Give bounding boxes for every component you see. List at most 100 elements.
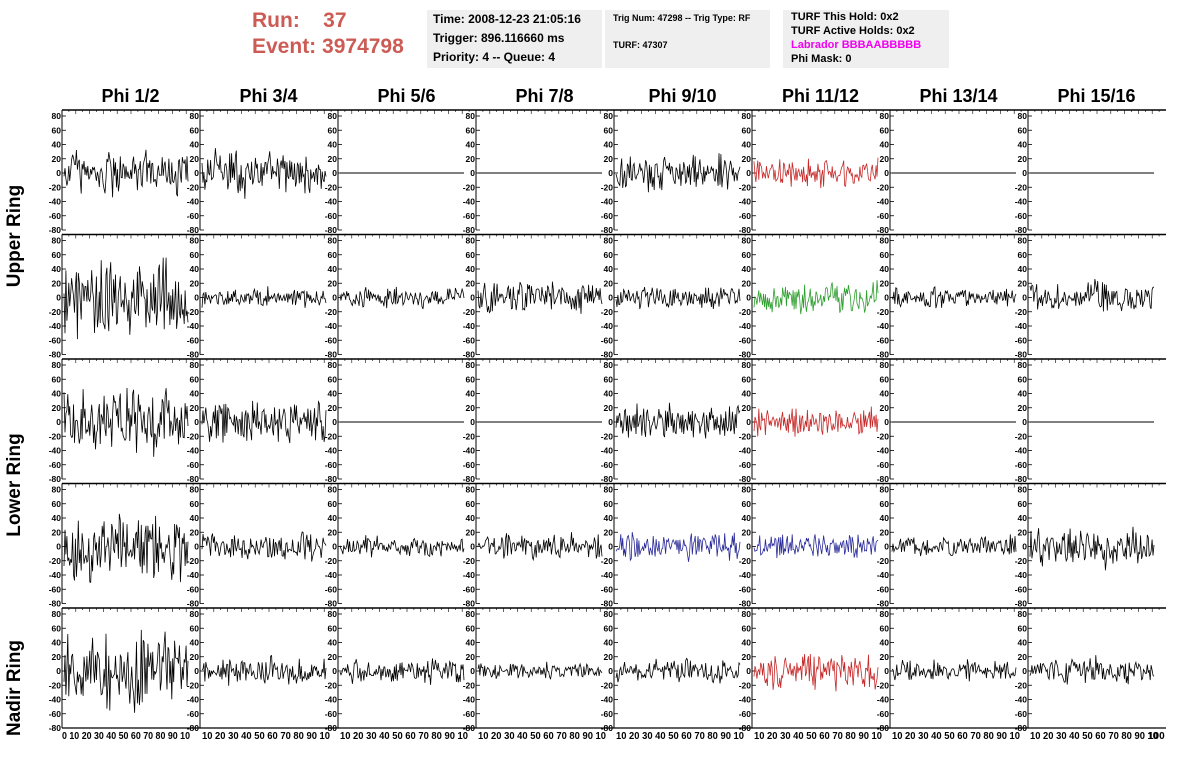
y-tick-label: 80 [880, 609, 890, 619]
y-tick-label: 20 [742, 154, 752, 164]
y-tick-label: 40 [190, 264, 200, 274]
y-tick-label: -40 [49, 570, 62, 580]
y-tick-label: -80 [601, 474, 614, 484]
y-tick-label: 40 [742, 264, 752, 274]
y-tick-label: 40 [880, 638, 890, 648]
y-tick-label: 20 [604, 652, 614, 662]
y-tick-label: -40 [463, 321, 476, 331]
y-tick-label: -20 [49, 307, 62, 317]
waveform-trace [339, 535, 465, 558]
waveform-trace [339, 286, 465, 310]
x-tick-labels: 10 20 30 40 50 60 70 80 90 10 [340, 731, 468, 742]
y-tick-label: -40 [325, 695, 338, 705]
y-tick-label: 60 [328, 623, 338, 633]
y-tick-label: -40 [49, 197, 62, 207]
y-tick-label: 0 [194, 293, 199, 303]
y-tick-label: -40 [877, 446, 890, 456]
y-tick-label: 20 [880, 527, 890, 537]
y-tick-label: 0 [884, 168, 889, 178]
y-tick-label: -60 [601, 335, 614, 345]
y-tick-label: -40 [325, 197, 338, 207]
y-tick-label: -80 [325, 599, 338, 609]
y-tick-label: 60 [1018, 623, 1028, 633]
waveform-trace [63, 513, 189, 584]
y-tick-label: 80 [742, 485, 752, 495]
y-tick-label: -40 [601, 321, 614, 331]
y-tick-label: -20 [325, 556, 338, 566]
y-tick-label: -60 [739, 709, 752, 719]
y-tick-label: 20 [742, 652, 752, 662]
y-tick-label: 20 [52, 278, 62, 288]
y-tick-label: 60 [604, 623, 614, 633]
y-tick-label: -40 [463, 570, 476, 580]
waveform-trace [615, 153, 741, 193]
y-tick-label: 40 [190, 389, 200, 399]
y-tick-label: 40 [880, 513, 890, 523]
turf-this-hold-text: TURF This Hold: 0x2 [791, 11, 899, 23]
waveform-trace [753, 280, 879, 315]
y-tick-label: -80 [601, 225, 614, 235]
y-tick-label: -20 [49, 556, 62, 566]
y-tick-label: -20 [877, 182, 890, 192]
y-tick-label: 60 [52, 125, 62, 135]
y-tick-label: 0 [332, 417, 337, 427]
y-tick-label: 80 [604, 485, 614, 495]
y-tick-label: -80 [463, 474, 476, 484]
waveform-trace [615, 657, 741, 684]
y-tick-label: -80 [601, 350, 614, 360]
event-line: Event: 3974798 [252, 34, 422, 60]
y-tick-label: 40 [604, 140, 614, 150]
y-tick-label: 20 [880, 652, 890, 662]
waveform-trace [753, 406, 879, 437]
y-tick-label: 0 [608, 666, 613, 676]
y-tick-label: 40 [466, 264, 476, 274]
y-tick-label: 60 [190, 623, 200, 633]
y-tick-label: 40 [466, 638, 476, 648]
y-tick-label: 40 [190, 140, 200, 150]
y-tick-label: 20 [880, 154, 890, 164]
y-tick-label: 80 [880, 485, 890, 495]
y-tick-label: -60 [739, 335, 752, 345]
y-tick-label: 20 [190, 154, 200, 164]
y-tick-label: 40 [466, 389, 476, 399]
y-tick-label: 40 [880, 264, 890, 274]
y-tick-label: -40 [1015, 570, 1028, 580]
y-tick-label: -20 [739, 182, 752, 192]
y-tick-label: 20 [328, 154, 338, 164]
y-tick-label: -60 [187, 584, 200, 594]
y-tick-label: 0 [608, 293, 613, 303]
y-tick-label: 60 [466, 623, 476, 633]
y-tick-label: 80 [466, 485, 476, 495]
y-tick-label: 20 [1018, 527, 1028, 537]
waveform-trace [1029, 526, 1155, 571]
y-tick-label: -40 [187, 446, 200, 456]
y-tick-label: -60 [463, 335, 476, 345]
x-tick-labels: 0 10 20 30 40 50 60 70 80 90 10 [62, 731, 190, 742]
y-tick-label: 80 [328, 609, 338, 619]
y-tick-label: 20 [1018, 154, 1028, 164]
y-tick-label: -20 [463, 556, 476, 566]
y-tick-label: -60 [463, 709, 476, 719]
run-event-info: Run: 37 Event: 3974798 [252, 8, 422, 64]
y-tick-label: 0 [56, 666, 61, 676]
y-tick-label: 60 [190, 374, 200, 384]
y-tick-label: -20 [877, 556, 890, 566]
y-tick-label: -20 [49, 431, 62, 441]
y-tick-label: -20 [187, 556, 200, 566]
y-tick-label: -80 [325, 225, 338, 235]
y-tick-label: 0 [470, 666, 475, 676]
y-tick-label: 80 [604, 111, 614, 121]
y-tick-label: -60 [1015, 709, 1028, 719]
y-tick-label: -60 [877, 460, 890, 470]
y-tick-label: -20 [601, 431, 614, 441]
y-tick-label: 80 [52, 111, 62, 121]
y-tick-label: 0 [194, 417, 199, 427]
turf-text: TURF: 47307 [613, 40, 668, 50]
y-tick-label: -20 [877, 307, 890, 317]
y-tick-label: 60 [880, 374, 890, 384]
y-tick-label: 40 [52, 140, 62, 150]
y-tick-label: -80 [49, 723, 62, 733]
y-tick-label: -60 [325, 460, 338, 470]
y-tick-label: 80 [604, 609, 614, 619]
y-tick-label: 40 [742, 513, 752, 523]
